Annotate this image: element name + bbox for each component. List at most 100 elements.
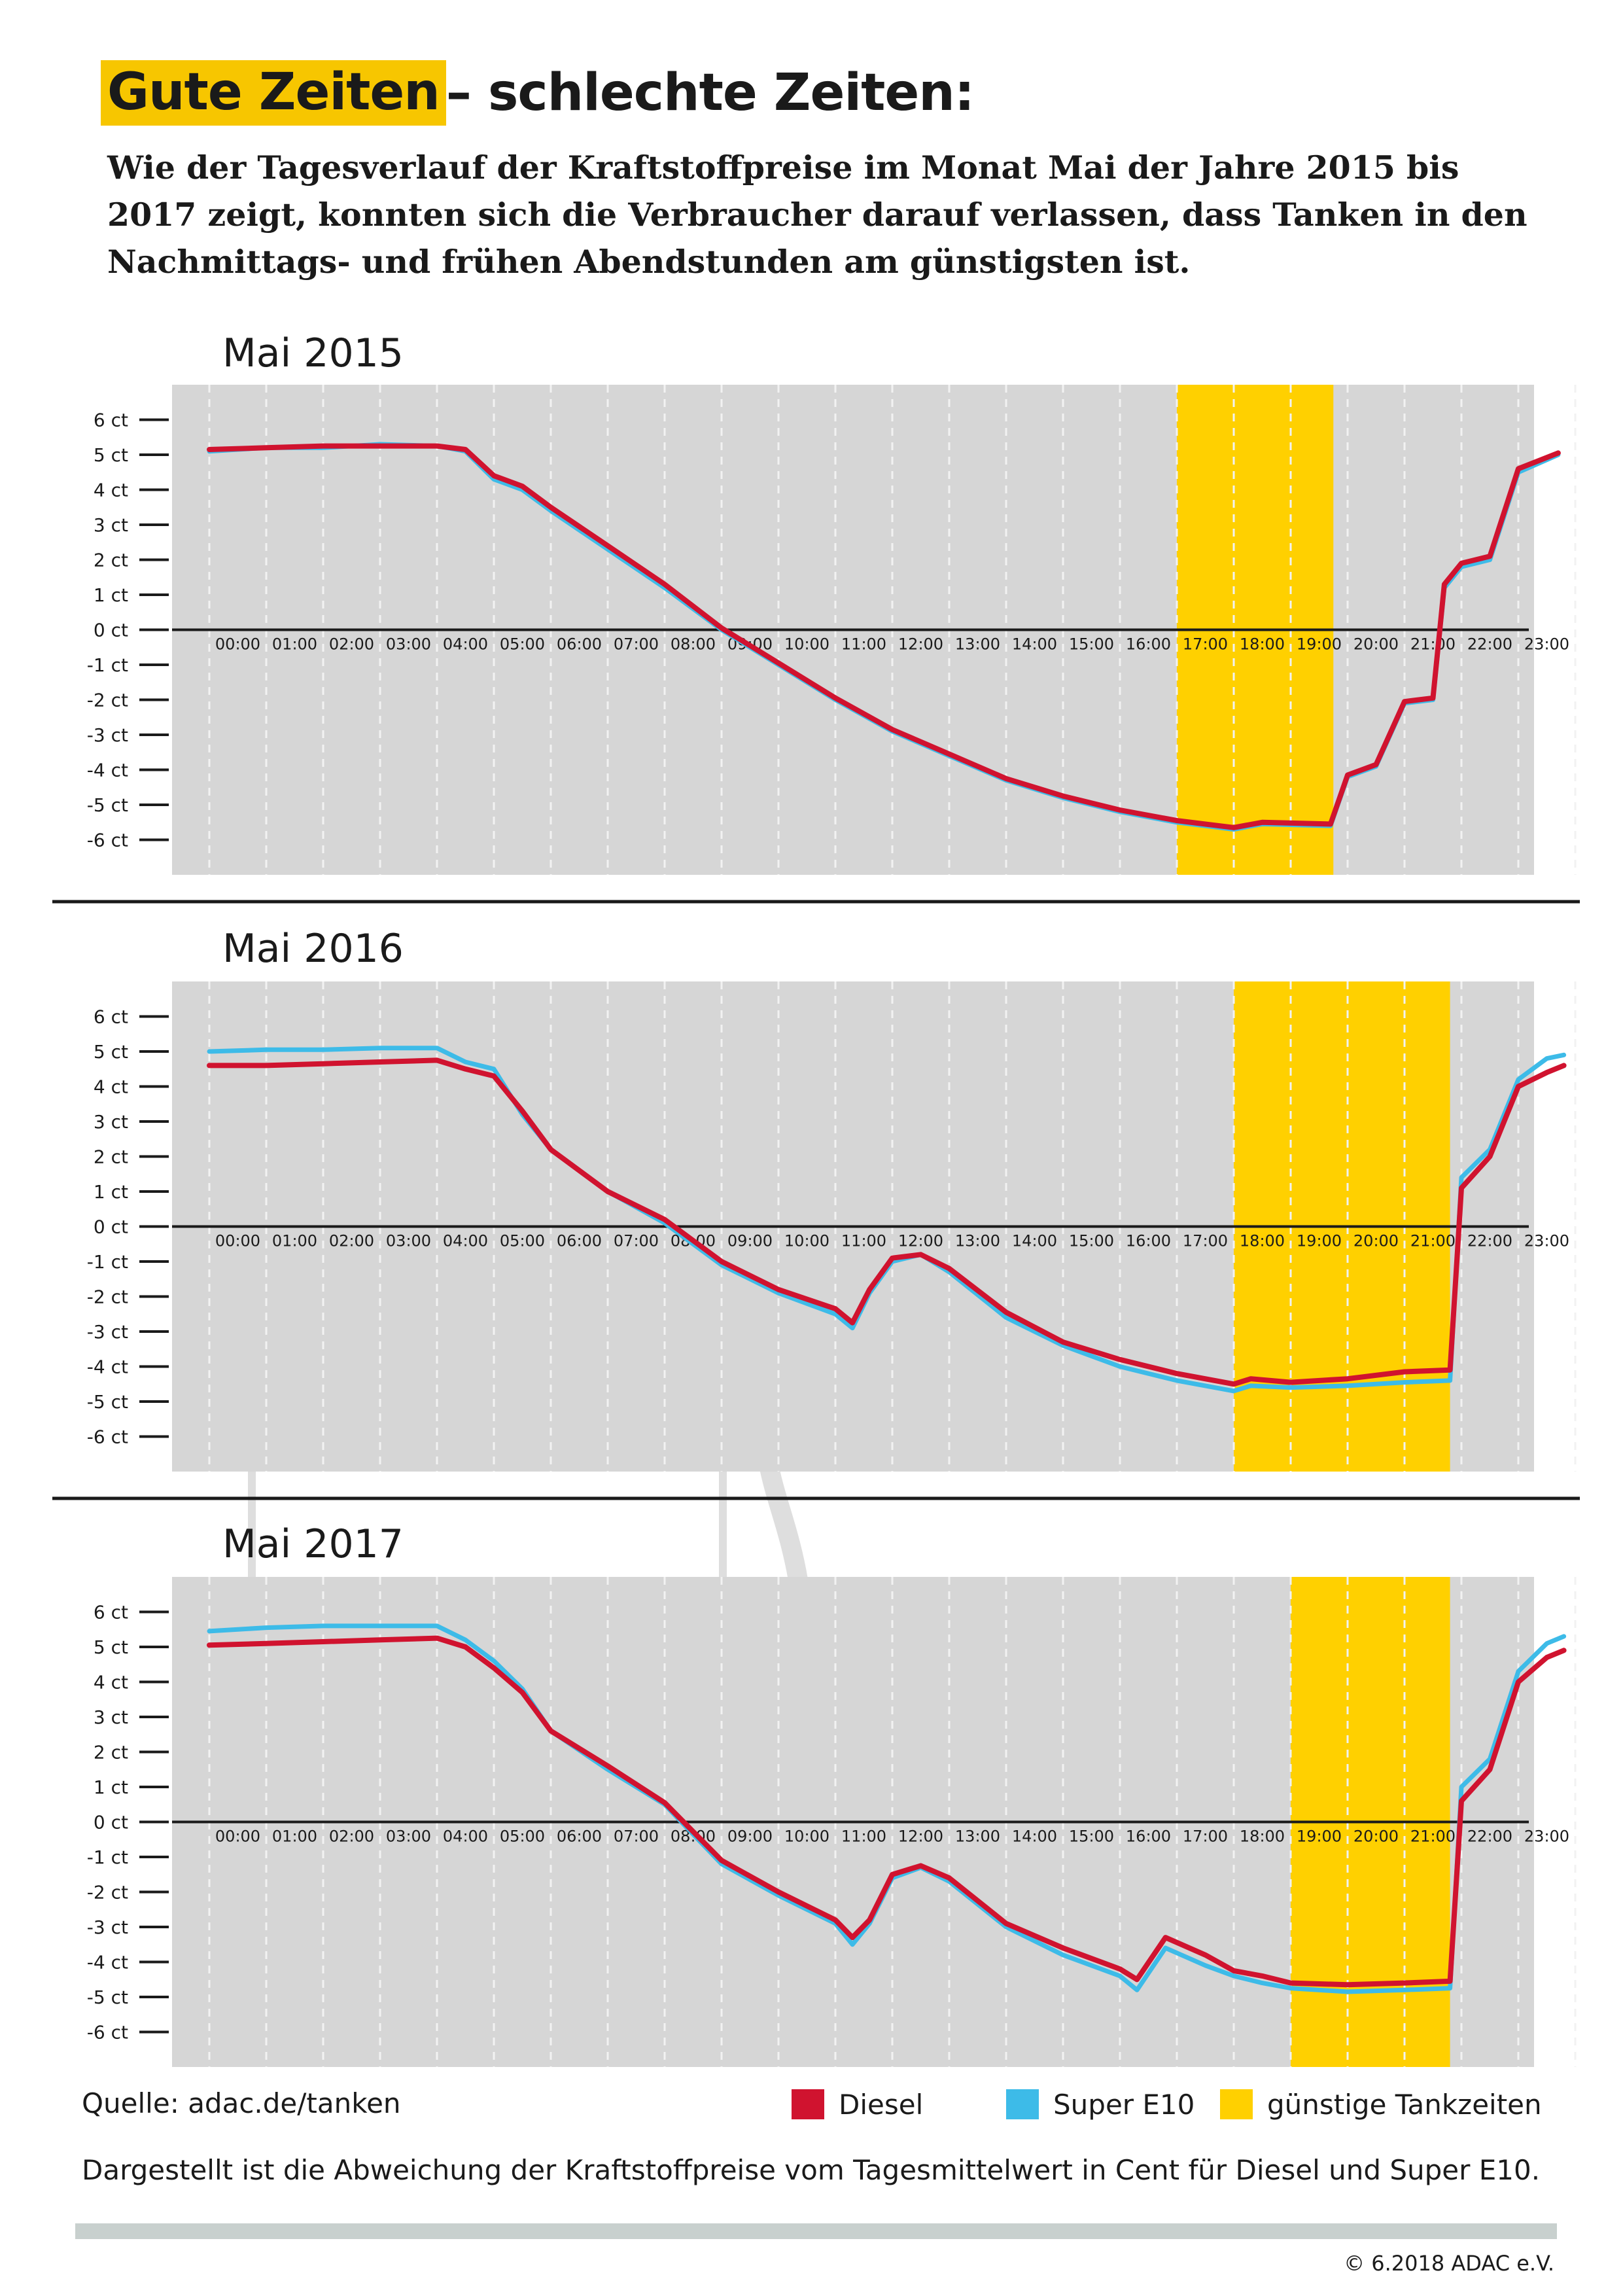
y-tick-label: 2 ct — [94, 1742, 128, 1763]
x-tick-label: 03:00 — [386, 1232, 431, 1250]
chart-title: Mai 2015 — [222, 330, 404, 376]
x-tick-label: 15:00 — [1069, 635, 1114, 654]
y-tick-label: 3 ct — [94, 514, 128, 536]
x-tick-label: 08:00 — [671, 635, 716, 654]
x-tick-label: 14:00 — [1012, 1828, 1057, 1846]
x-tick-label: 11:00 — [841, 635, 886, 654]
x-tick-label: 22:00 — [1467, 635, 1512, 654]
x-tick-label: 11:00 — [841, 1232, 886, 1250]
x-tick-label: 18:00 — [1240, 1828, 1285, 1846]
x-tick-label: 12:00 — [898, 635, 943, 654]
footer-rule — [75, 2223, 1557, 2239]
x-tick-label: 09:00 — [727, 1828, 773, 1846]
y-tick-label: 2 ct — [94, 550, 128, 571]
legend-swatch-super — [1006, 2089, 1039, 2119]
y-tick-label: -6 ct — [87, 1426, 128, 1448]
x-tick-label: 00:00 — [215, 1232, 260, 1250]
y-tick-label: 6 ct — [94, 1006, 128, 1028]
x-tick-label: 14:00 — [1012, 635, 1057, 654]
x-tick-label: 07:00 — [614, 635, 659, 654]
x-tick-label: 10:00 — [784, 635, 829, 654]
x-tick-label: 17:00 — [1183, 1232, 1228, 1250]
x-tick-label: 13:00 — [955, 635, 1000, 654]
x-tick-label: 18:00 — [1240, 635, 1285, 654]
x-tick-label: 15:00 — [1069, 1828, 1114, 1846]
chart-title: Mai 2017 — [222, 1521, 404, 1567]
x-tick-label: 06:00 — [557, 1828, 602, 1846]
legend-swatch-diesel — [792, 2089, 824, 2119]
x-tick-label: 09:00 — [727, 1232, 773, 1250]
x-tick-label: 21:00 — [1410, 1232, 1456, 1250]
x-tick-label: 12:00 — [898, 1232, 943, 1250]
x-tick-label: 15:00 — [1069, 1232, 1114, 1250]
y-tick-label: -3 ct — [87, 1321, 128, 1343]
subtitle: Wie der Tagesverlauf der Kraftstoffpreis… — [107, 149, 1527, 281]
x-tick-label: 23:00 — [1524, 1828, 1569, 1846]
y-tick-label: -4 ct — [87, 1952, 128, 1973]
x-tick-label: 16:00 — [1126, 635, 1171, 654]
x-tick-label: 04:00 — [443, 635, 488, 654]
y-tick-label: -5 ct — [87, 1987, 128, 2008]
x-tick-label: 06:00 — [557, 635, 602, 654]
y-tick-label: 4 ct — [94, 1672, 128, 1693]
x-tick-label: 04:00 — [443, 1232, 488, 1250]
x-tick-label: 16:00 — [1126, 1232, 1171, 1250]
y-tick-label: 0 ct — [94, 1216, 128, 1238]
x-tick-label: 11:00 — [841, 1828, 886, 1846]
title-rest: – schlechte Zeiten: — [445, 63, 975, 122]
x-tick-label: 20:00 — [1353, 635, 1399, 654]
x-tick-label: 16:00 — [1126, 1828, 1171, 1846]
legend-label-super: Super E10 — [1053, 2088, 1195, 2121]
y-tick-label: -1 ct — [87, 1846, 128, 1868]
title-highlight: Gute Zeiten — [101, 60, 446, 126]
y-tick-label: -1 ct — [87, 654, 128, 676]
y-tick-label: 0 ct — [94, 620, 128, 641]
x-tick-label: 22:00 — [1467, 1828, 1512, 1846]
x-tick-label: 17:00 — [1183, 635, 1228, 654]
x-tick-label: 07:00 — [614, 1232, 659, 1250]
copyright: © 6.2018 ADAC e.V. — [1344, 2251, 1554, 2276]
x-tick-label: 23:00 — [1524, 635, 1569, 654]
y-tick-label: 1 ct — [94, 1776, 128, 1798]
y-tick-label: 2 ct — [94, 1146, 128, 1168]
x-tick-label: 19:00 — [1297, 635, 1342, 654]
x-tick-label: 03:00 — [386, 1828, 431, 1846]
y-tick-label: -4 ct — [87, 1356, 128, 1378]
x-tick-label: 17:00 — [1183, 1828, 1228, 1846]
legend-item-diesel: Diesel — [792, 2085, 923, 2124]
x-tick-label: 14:00 — [1012, 1232, 1057, 1250]
y-tick-label: -2 ct — [87, 690, 128, 711]
x-tick-label: 18:00 — [1240, 1232, 1285, 1250]
legend-label-good: günstige Tankzeiten — [1267, 2088, 1542, 2121]
x-tick-label: 21:00 — [1410, 1828, 1456, 1846]
x-tick-label: 13:00 — [955, 1232, 1000, 1250]
y-tick-label: -6 ct — [87, 830, 128, 851]
series-line-diesel — [207, 443, 1561, 830]
y-tick-label: 6 ct — [94, 410, 128, 431]
y-tick-label: -2 ct — [87, 1882, 128, 1903]
x-tick-label: 12:00 — [898, 1828, 943, 1846]
y-tick-label: 3 ct — [94, 1706, 128, 1728]
x-tick-label: 07:00 — [614, 1828, 659, 1846]
legend-item-super: Super E10 — [1006, 2085, 1195, 2124]
legend-item-good: günstige Tankzeiten — [1220, 2085, 1542, 2124]
series-line-diesel — [207, 1635, 1567, 1988]
x-tick-label: 23:00 — [1524, 1232, 1569, 1250]
y-tick-label: 5 ct — [94, 444, 128, 466]
y-tick-label: -6 ct — [87, 2022, 128, 2043]
y-tick-label: 0 ct — [94, 1812, 128, 1833]
y-tick-label: 3 ct — [94, 1111, 128, 1133]
series-line-diesel — [207, 1057, 1567, 1387]
y-tick-label: 4 ct — [94, 480, 128, 501]
legend-label-diesel: Diesel — [839, 2088, 924, 2121]
x-tick-label: 22:00 — [1467, 1232, 1512, 1250]
chart-title: Mai 2016 — [222, 926, 404, 972]
y-tick-label: 4 ct — [94, 1076, 128, 1098]
y-tick-label: -3 ct — [87, 1916, 128, 1938]
x-tick-label: 03:00 — [386, 635, 431, 654]
x-tick-label: 04:00 — [443, 1828, 488, 1846]
x-tick-label: 05:00 — [500, 1232, 545, 1250]
x-tick-label: 19:00 — [1297, 1232, 1342, 1250]
legend-swatch-good — [1220, 2089, 1253, 2119]
